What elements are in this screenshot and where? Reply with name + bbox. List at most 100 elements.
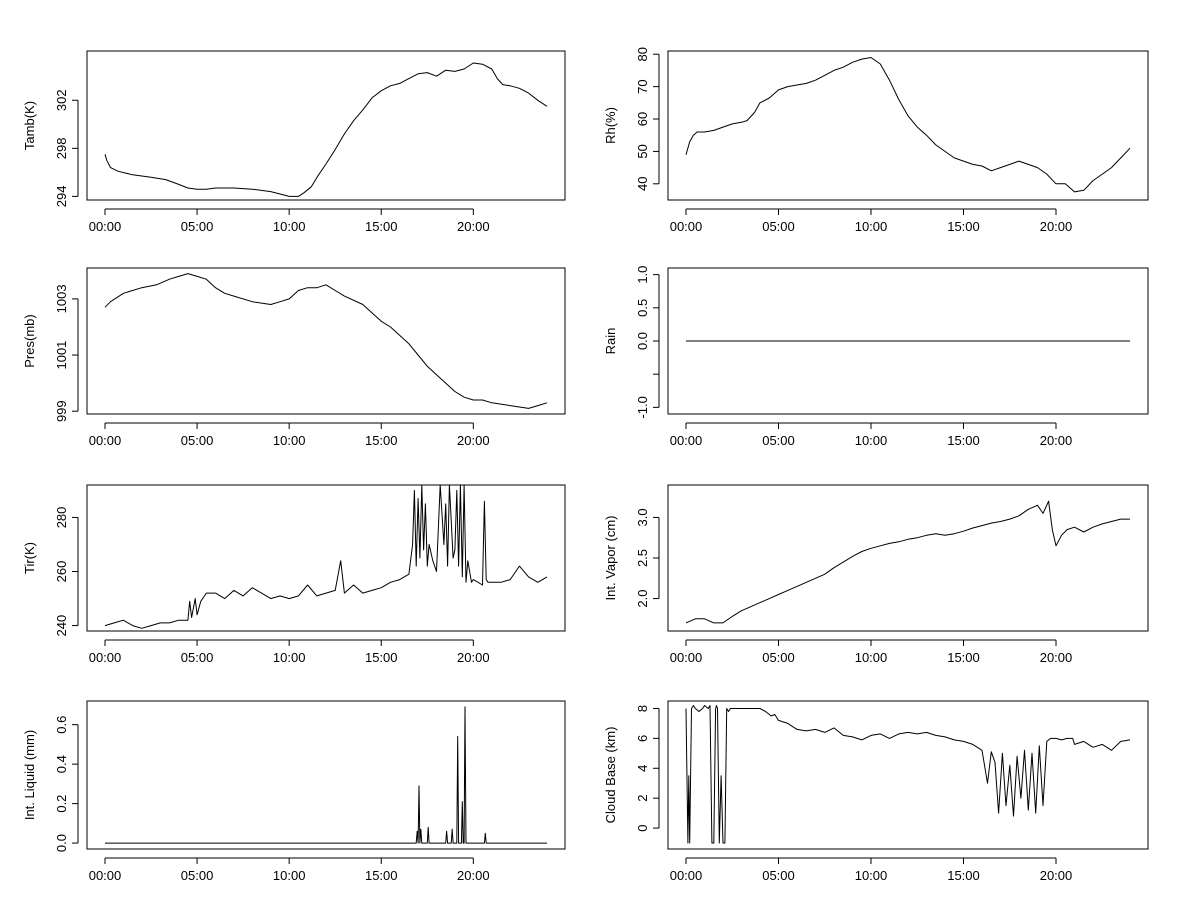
y-tick-label: 1003 [54,284,69,313]
y-tick-label: 240 [54,615,69,637]
y-axis-title: Pres(mb) [22,314,37,367]
plot-frame [667,50,1149,201]
x-tick-label: 05:00 [181,868,214,883]
x-tick-label: 10:00 [273,868,306,883]
series-line [104,62,548,197]
plot-frame [667,267,1149,415]
y-tick-label: 60 [635,112,650,126]
x-tick-label: 15:00 [947,650,980,665]
y-tick-label: 2 [635,795,650,802]
series-line [105,706,547,844]
y-tick-label: 70 [635,79,650,93]
y-axis-title: Tir(K) [22,542,37,574]
y-tick-label: 50 [635,144,650,158]
chart-panel-8: 00:00 05:00 10:00 15:00 20:00 0 2 4 6 8 Cloud Base… [603,700,1149,883]
y-tick-label: 302 [54,89,69,111]
series-line [685,57,1131,193]
x-tick-label: 15:00 [365,433,398,448]
x-tick-label: 10:00 [855,433,888,448]
chart-panel-3: 00:00 05:00 10:00 15:00 20:00 999 1001 1003 Pres… [22,267,566,448]
x-tick-label: 05:00 [762,219,795,234]
chart-panel-1: 00:00 05:00 10:00 15:00 20:00 294 298 302 Tamb(K… [22,50,566,234]
x-tick-label: 15:00 [365,650,398,665]
x-tick-label: 00:00 [89,868,122,883]
x-tick-label: 00:00 [89,433,122,448]
series-line [104,273,548,409]
plot-frame [667,700,1149,850]
x-tick-label: 00:00 [670,650,703,665]
chart-panel-4: 00:00 05:00 10:00 15:00 20:00 -1.0 0.0 0.5 1.0 Ra… [603,266,1149,448]
plot-frame [86,50,566,201]
x-tick-label: 05:00 [762,868,795,883]
x-tick-label: 00:00 [670,219,703,234]
x-tick-label: 05:00 [181,219,214,234]
x-tick-label: 15:00 [947,868,980,883]
x-tick-label: 20:00 [1040,650,1073,665]
x-tick-label: 20:00 [1040,868,1073,883]
plot-frame [667,484,1149,632]
y-tick-label: 1001 [54,341,69,370]
x-tick-label: 10:00 [273,650,306,665]
y-tick-label: -1.0 [635,396,650,418]
y-axis-title: Rh(%) [603,107,618,144]
x-tick-label: 15:00 [365,868,398,883]
y-axis-title: Int. Vapor (cm) [603,515,618,600]
x-tick-label: 20:00 [1040,219,1073,234]
x-tick-label: 20:00 [457,650,490,665]
x-tick-label: 00:00 [670,868,703,883]
y-tick-label: 2.5 [635,549,650,567]
x-tick-label: 20:00 [457,433,490,448]
y-tick-label: 2.0 [635,590,650,608]
y-tick-label: 0.4 [54,755,69,773]
y-axis-title: Int. Liquid (mm) [22,730,37,820]
y-tick-label: 8 [635,705,650,712]
x-tick-label: 20:00 [457,219,490,234]
series-line [685,705,1131,844]
x-tick-label: 10:00 [273,219,306,234]
chart-panel-5: 00:00 05:00 10:00 15:00 20:00 240 260 280 Tir(K) [22,484,566,665]
y-tick-label: 6 [635,735,650,742]
y-tick-label: 3.0 [635,508,650,526]
chart-panel-2: 00:00 05:00 10:00 15:00 20:00 40 50 60 70 80 Rh(%) [603,47,1149,234]
y-tick-label: 0.5 [635,299,650,317]
y-axis-title: Cloud Base (km) [603,727,618,824]
x-tick-label: 10:00 [855,219,888,234]
y-tick-label: 1.0 [635,266,650,284]
y-tick-label: 80 [635,47,650,61]
y-tick-label: 4 [635,765,650,772]
x-tick-label: 00:00 [670,433,703,448]
series-line [104,484,548,629]
y-tick-label: 40 [635,177,650,191]
y-axis-title: Rain [603,328,618,355]
y-tick-label: 298 [54,137,69,159]
plot-frame [86,700,566,850]
y-axis-title: Tamb(K) [22,101,37,150]
y-tick-label: 294 [54,186,69,208]
y-tick-label: 0.6 [54,716,69,734]
x-tick-label: 15:00 [947,219,980,234]
x-tick-label: 20:00 [1040,433,1073,448]
plot-frame [86,484,566,632]
chart-panel-6: 00:00 05:00 10:00 15:00 20:00 2.0 2.5 3.0 Int. V… [603,484,1149,665]
y-tick-label: 260 [54,561,69,583]
y-tick-label: 999 [54,400,69,422]
x-tick-label: 05:00 [762,650,795,665]
chart-panel-7: 00:00 05:00 10:00 15:00 20:00 0.0 0.2 0.4 0.6 Int… [22,700,566,883]
series-line [685,500,1130,624]
x-tick-label: 15:00 [947,433,980,448]
x-tick-label: 00:00 [89,650,122,665]
plot-frame [86,267,566,415]
x-tick-label: 10:00 [273,433,306,448]
y-tick-label: 280 [54,507,69,529]
y-tick-label: 0.2 [54,795,69,813]
y-tick-label: 0.0 [54,834,69,852]
x-tick-label: 05:00 [181,433,214,448]
x-tick-label: 00:00 [89,219,122,234]
x-tick-label: 15:00 [365,219,398,234]
y-tick-label: 0.0 [635,332,650,350]
x-tick-label: 10:00 [855,650,888,665]
x-tick-label: 05:00 [181,650,214,665]
x-tick-label: 05:00 [762,433,795,448]
x-tick-label: 20:00 [457,868,490,883]
